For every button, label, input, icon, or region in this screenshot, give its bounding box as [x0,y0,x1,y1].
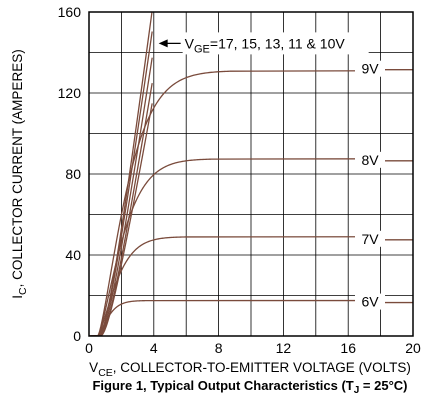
annotation: VGE=17, 15, 13, 11 & 10V [158,32,369,55]
annotation-arrowhead [158,39,168,48]
series-label-bg [355,60,385,77]
annotation-text: VGE=17, 15, 13, 11 & 10V [185,35,346,55]
y-tick-label: 40 [65,247,81,263]
x-tick-label: 8 [215,340,223,356]
plot-frame [88,11,414,337]
x-tick-label: 20 [405,340,421,356]
figure-caption: Figure 1, Typical Output Characteristics… [92,378,407,396]
x-tick-label: 12 [276,340,292,356]
curves [89,12,381,336]
series-label-6v: 6V [361,294,379,310]
curve-vge-8v [89,158,381,336]
series-label-8v: 8V [361,152,379,168]
x-tick-label: 16 [340,340,356,356]
series-label-bg [355,293,385,310]
curve-vge-9v [89,70,381,336]
curve-vge-7v [89,236,381,336]
tick-labels: 0 4 8 12 16 20 0 40 80 120 160 [58,4,421,356]
y-tick-label: 160 [58,4,82,20]
y-tick-label: 0 [73,328,81,344]
x-axis-label: VCE, COLLECTOR-TO-EMITTER VOLTAGE (VOLTS… [89,360,411,379]
annotation-bg [182,32,369,55]
series-label-bg [355,151,385,168]
curve-vge-13v [93,57,153,336]
x-tick-label: 4 [150,340,158,356]
x-tick-label: 0 [85,340,93,356]
series-labels: 6V 7V 8V 9V [355,61,413,310]
curve-vge-17v [93,12,153,336]
y-tick-label: 80 [65,166,81,182]
series-label-bg [355,230,385,247]
curve-vge-11v [93,83,153,336]
series-label-7v: 7V [361,231,379,247]
y-axis-label: IC, COLLECTOR CURRENT (AMPERES) [10,49,29,298]
y-tick-label: 120 [58,85,82,101]
series-label-9v: 9V [361,61,379,77]
